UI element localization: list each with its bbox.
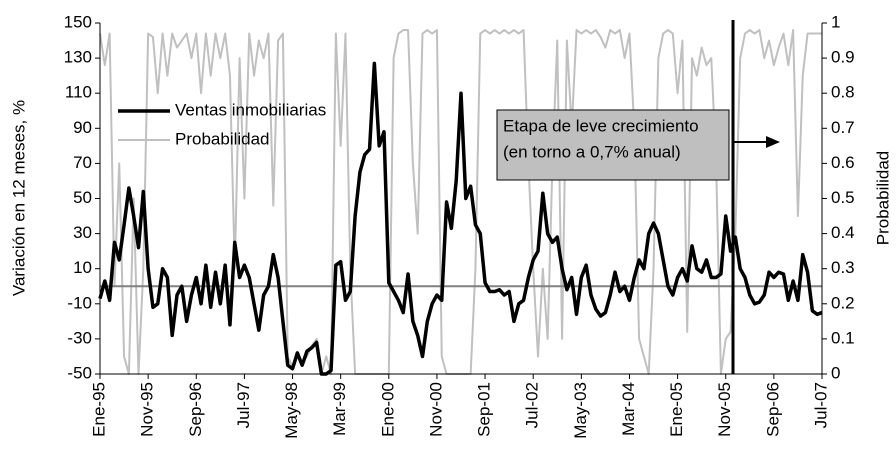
annotation-text: (en torno a 0,7% anual) bbox=[503, 142, 681, 161]
annotation-text: Etapa de leve crecimiento bbox=[503, 116, 699, 135]
x-tick-label: Mar-04 bbox=[619, 382, 638, 436]
y2-tick-label: 1 bbox=[831, 12, 840, 31]
x-tick-label: Jul-07 bbox=[811, 382, 830, 428]
series-line bbox=[99, 29, 822, 375]
x-tick-label: Nov-05 bbox=[715, 382, 734, 437]
y2-tick-label: 0.4 bbox=[831, 223, 855, 242]
y2-tick-label: 0.9 bbox=[831, 48, 855, 67]
y2-tick-label: 0.1 bbox=[831, 328, 855, 347]
y-tick-label: 30 bbox=[73, 223, 92, 242]
legend-label: Ventas inmobiliarias bbox=[175, 100, 326, 119]
x-tick-label: Ene-05 bbox=[667, 382, 686, 437]
x-tick-label: Sep-01 bbox=[475, 382, 494, 437]
y2-tick-label: 0.7 bbox=[831, 118, 855, 137]
y-axis-title: Variación en 12 meses, % bbox=[9, 100, 28, 296]
y-tick-label: 90 bbox=[73, 118, 92, 137]
annotation-box bbox=[496, 109, 730, 181]
series-line bbox=[98, 61, 823, 376]
x-tick-label: Mar-99 bbox=[330, 382, 349, 436]
x-tick-label: Jul-02 bbox=[523, 382, 542, 428]
y2-tick-label: 0 bbox=[831, 363, 840, 382]
y2-tick-label: 0.5 bbox=[831, 188, 855, 207]
y-tick-label: -10 bbox=[67, 293, 92, 312]
y-tick-label: -30 bbox=[67, 328, 92, 347]
y-tick-label: 10 bbox=[73, 258, 92, 277]
x-tick-label: Sep-96 bbox=[186, 382, 205, 437]
y-tick-label: 150 bbox=[64, 12, 92, 31]
x-tick-label: Ene-00 bbox=[378, 382, 397, 437]
y2-axis-title: Probabilidad bbox=[873, 151, 892, 246]
y2-tick-label: 0.2 bbox=[831, 293, 855, 312]
y2-tick-label: 0.6 bbox=[831, 153, 855, 172]
arrow-head bbox=[766, 136, 780, 148]
x-tick-label: Nov-95 bbox=[138, 382, 157, 437]
x-tick-label: May-03 bbox=[571, 382, 590, 439]
legend-label: Probabilidad bbox=[175, 129, 270, 148]
x-tick-label: Sep-06 bbox=[763, 382, 782, 437]
x-tick-label: Nov-00 bbox=[426, 382, 445, 437]
y-tick-label: -50 bbox=[67, 363, 92, 382]
y-tick-label: 130 bbox=[64, 48, 92, 67]
y2-tick-label: 0.8 bbox=[831, 83, 855, 102]
y-tick-label: 70 bbox=[73, 153, 92, 172]
y-tick-label: 110 bbox=[65, 83, 92, 102]
x-tick-label: May-98 bbox=[282, 382, 301, 439]
x-tick-label: Jul-97 bbox=[234, 382, 253, 428]
y-tick-label: 50 bbox=[73, 188, 92, 207]
x-tick-label: Ene-95 bbox=[89, 382, 108, 437]
y2-tick-label: 0.3 bbox=[831, 258, 855, 277]
